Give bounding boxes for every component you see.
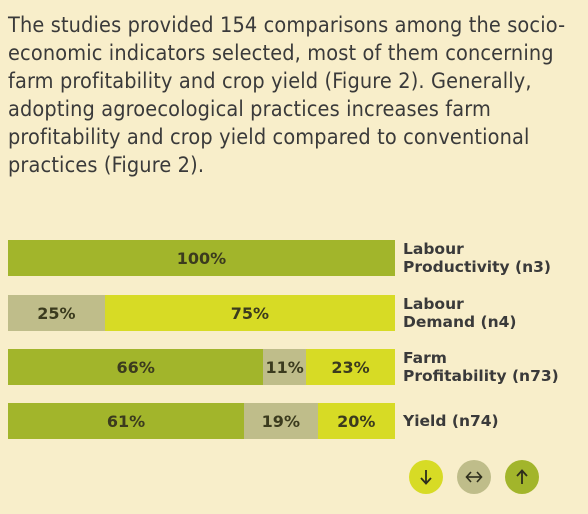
stacked-bar: 100% <box>8 240 395 276</box>
bar-row: 66% 11% 23% <box>8 349 395 385</box>
bar-segment-negative: 20% <box>317 403 395 439</box>
category-label: Labour Demand (n4) <box>403 295 517 331</box>
bar-segment-neutral: 19% <box>244 403 318 439</box>
bar-row: 100% <box>8 240 395 276</box>
category-label-line: Labour <box>403 240 464 258</box>
data-label: 19% <box>261 411 300 431</box>
data-label: 25% <box>37 303 76 323</box>
data-label: 11% <box>265 357 304 377</box>
stacked-bar: 66% 11% 23% <box>8 349 395 385</box>
data-label: 100% <box>176 248 227 268</box>
bar-row: 61% 19% 20% <box>8 403 395 439</box>
bar-segment-negative: 23% <box>305 349 395 385</box>
bar-segment-positive: 100% <box>8 240 395 276</box>
legend-positive <box>505 460 539 494</box>
stacked-bar: 61% 19% 20% <box>8 403 395 439</box>
stacked-bar: 25% 75% <box>8 295 395 331</box>
bar-segment-neutral: 25% <box>8 295 105 331</box>
bar-segment-positive: 61% <box>8 403 245 439</box>
legend-negative <box>409 460 443 494</box>
left-right-arrow-icon <box>465 471 483 483</box>
intro-paragraph: The studies provided 154 comparisons amo… <box>8 13 566 178</box>
data-label: 20% <box>337 411 376 431</box>
bar-segment-negative: 75% <box>104 295 395 331</box>
down-arrow-icon <box>420 470 432 485</box>
data-label: 66% <box>116 357 155 377</box>
category-label-line: Labour <box>403 295 464 313</box>
category-label: Farm Profitability (n73) <box>403 349 559 385</box>
up-arrow-icon <box>516 469 528 484</box>
bar-segment-neutral: 11% <box>263 349 306 385</box>
bar-row: 25% 75% <box>8 295 395 331</box>
bar-segment-positive: 66% <box>8 349 264 385</box>
legend-neutral <box>457 460 491 494</box>
category-label: Yield (n74) <box>403 412 499 430</box>
category-label: Labour Productivity (n3) <box>403 240 551 276</box>
data-label: 23% <box>331 357 370 377</box>
category-label-line: Farm <box>403 349 447 367</box>
category-label-line: Yield (n74) <box>403 412 499 430</box>
data-label: 75% <box>230 303 270 323</box>
data-label: 61% <box>106 411 146 431</box>
chart-legend <box>0 460 588 494</box>
category-label-line: Productivity (n3) <box>403 258 552 276</box>
category-label-line: Profitability (n73) <box>403 367 559 385</box>
category-label-line: Demand (n4) <box>403 313 517 331</box>
